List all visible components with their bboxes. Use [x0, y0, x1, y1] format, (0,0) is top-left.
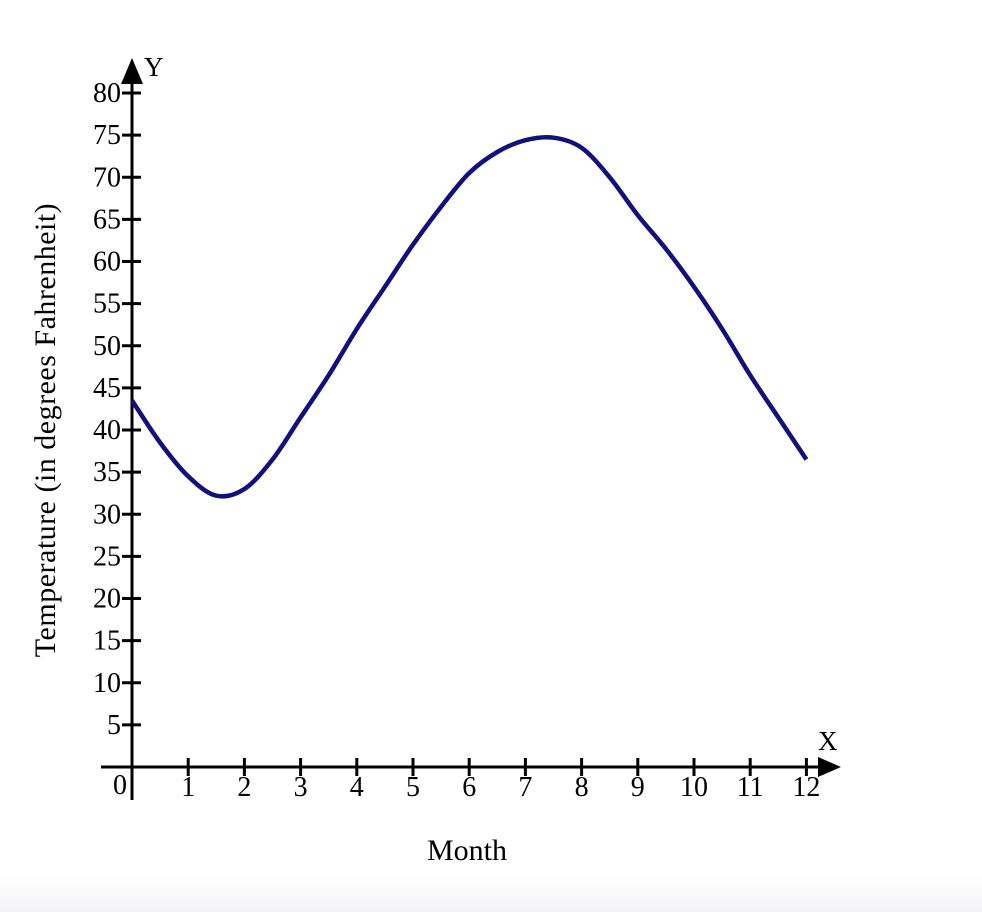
y-tick-label: 55 [93, 289, 121, 320]
y-tick-label: 25 [93, 541, 121, 572]
y-axis-title: Temperature (in degrees Fahrenheit) [29, 202, 62, 658]
y-tick-label: 75 [93, 120, 121, 151]
x-tick-label: 2 [237, 772, 251, 803]
x-axis-letter-label: X [818, 726, 838, 756]
x-tick-label: 1 [181, 772, 195, 803]
x-tick-label: 3 [294, 772, 308, 803]
x-tick-label: 4 [350, 772, 364, 803]
y-tick-label: 60 [93, 247, 121, 278]
y-tick-label: 70 [93, 162, 121, 193]
x-axis-arrow-icon [818, 757, 841, 777]
x-tick-label: 5 [406, 772, 420, 803]
y-tick-label: 50 [93, 331, 121, 362]
x-tick-label: 6 [462, 772, 476, 803]
x-tick-label: 9 [631, 772, 645, 803]
y-tick-label: 40 [93, 415, 121, 446]
y-tick-label: 80 [93, 78, 121, 109]
temperature-curve [130, 134, 809, 499]
y-tick-label: 30 [93, 499, 121, 530]
y-axis-arrow-icon [121, 58, 143, 84]
x-tick-label: 7 [518, 772, 532, 803]
x-axis-title: Month [426, 834, 508, 867]
x-tick-label: 11 [737, 772, 764, 803]
y-tick-label: 10 [93, 668, 121, 699]
y-tick-label: 15 [93, 626, 121, 657]
x-tick-label: 12 [792, 772, 820, 803]
origin-label: 0 [113, 770, 127, 801]
y-tick-label: 20 [93, 584, 121, 615]
y-tick-label: 65 [93, 204, 121, 235]
y-tick-label: 5 [107, 710, 121, 741]
y-axis-letter-label: Y [144, 52, 164, 82]
y-tick-label: 35 [93, 457, 121, 488]
x-tick-label: 10 [680, 772, 708, 803]
y-tick-label: 45 [93, 373, 121, 404]
x-tick-label: 8 [575, 772, 589, 803]
